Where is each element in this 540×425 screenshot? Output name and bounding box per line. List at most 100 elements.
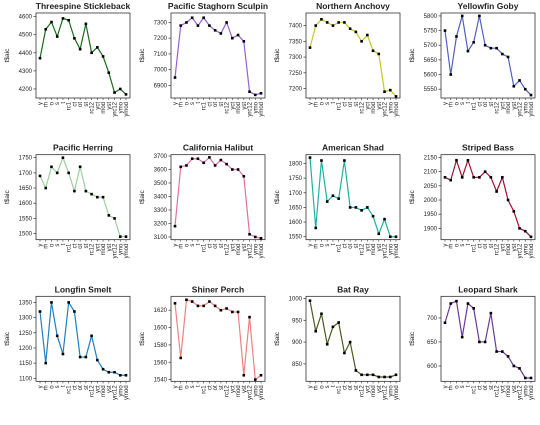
y-tick-label: 7400 bbox=[289, 24, 303, 30]
point-marker bbox=[231, 310, 234, 314]
point-marker bbox=[236, 168, 240, 171]
x-tick-label: o bbox=[184, 243, 190, 247]
point-marker bbox=[331, 194, 335, 198]
x-tick-label: st bbox=[489, 102, 495, 107]
x-tick-label: yrc12 bbox=[248, 243, 254, 258]
y-axis-label: t$aic bbox=[409, 190, 416, 204]
x-tick-label: rc12 bbox=[90, 243, 96, 255]
y-tick-label: 1560 bbox=[154, 360, 168, 366]
point-marker bbox=[383, 90, 386, 94]
x-tick-label: mod bbox=[101, 244, 107, 256]
x-tick-label: rc1 bbox=[337, 101, 343, 110]
point-marker bbox=[124, 93, 128, 96]
x-tick-label: st bbox=[354, 102, 360, 107]
point-marker bbox=[331, 24, 335, 27]
x-tick-label: mod bbox=[506, 102, 512, 114]
x-tick-label: o bbox=[49, 243, 55, 247]
y-tick-label: 1650 bbox=[19, 186, 33, 192]
x-tick-label: ct bbox=[72, 102, 78, 107]
x-tick-label: t bbox=[61, 102, 67, 104]
x-tick-label: rc12 bbox=[225, 101, 231, 113]
panel-title: Longfin Smelt bbox=[55, 284, 112, 294]
point-marker bbox=[377, 52, 381, 56]
point-marker bbox=[512, 364, 516, 368]
x-tick-label: y bbox=[38, 102, 44, 105]
x-tick-label: yct bbox=[230, 243, 236, 251]
x-tick-label: y bbox=[443, 385, 449, 388]
y-tick-label: 2000 bbox=[424, 198, 438, 204]
y-tick-label: 1000 bbox=[289, 297, 303, 303]
x-tick-label: o bbox=[49, 101, 55, 105]
x-tick-label: yct bbox=[365, 102, 371, 110]
y-tick-label: 1150 bbox=[19, 361, 33, 367]
y-tick-label: 1800 bbox=[289, 161, 303, 167]
x-tick-label: y bbox=[308, 244, 314, 247]
y-tick-label: 700 bbox=[427, 316, 438, 322]
y-tick-label: 1600 bbox=[154, 326, 168, 332]
x-tick-label: rc1 bbox=[67, 243, 73, 252]
x-tick-label: ymo bbox=[388, 243, 394, 255]
point-marker bbox=[394, 373, 398, 377]
plot-frame bbox=[170, 295, 266, 382]
point-marker bbox=[55, 334, 59, 338]
point-marker bbox=[173, 224, 177, 228]
point-marker bbox=[208, 300, 211, 303]
point-marker bbox=[38, 174, 42, 178]
x-tick-label: yst bbox=[107, 102, 113, 110]
series-line bbox=[39, 17, 127, 95]
point-marker bbox=[185, 164, 188, 167]
y-tick-label: 650 bbox=[427, 340, 438, 346]
point-marker bbox=[196, 304, 200, 308]
x-tick-label: ymo bbox=[523, 385, 529, 397]
panel-title: Northern Anchovy bbox=[316, 1, 390, 11]
x-tick-label: s bbox=[55, 244, 61, 247]
point-marker bbox=[90, 51, 93, 55]
series-line bbox=[39, 300, 126, 376]
x-tick-label: t bbox=[466, 102, 472, 104]
point-marker bbox=[185, 298, 188, 302]
point-marker bbox=[478, 14, 481, 18]
plot-frame bbox=[305, 295, 401, 382]
x-tick-label: t bbox=[196, 102, 202, 104]
point-marker bbox=[320, 312, 323, 316]
point-marker bbox=[124, 235, 128, 238]
x-tick-label: t bbox=[331, 243, 337, 245]
x-tick-label: ot bbox=[483, 243, 489, 248]
point-marker bbox=[354, 206, 358, 209]
panel: Pacific Herring 1500 1550 1600 1650 1700 1750 t… bbox=[4, 143, 131, 258]
x-tick-label: yct bbox=[500, 385, 506, 393]
x-tick-label: yst bbox=[512, 243, 518, 251]
x-tick-label: ot bbox=[348, 385, 354, 390]
point-marker bbox=[173, 301, 177, 305]
y-tick-label: 1550 bbox=[289, 235, 303, 241]
point-marker bbox=[308, 156, 312, 159]
y-tick-label: 4200 bbox=[19, 87, 33, 93]
point-marker bbox=[259, 91, 263, 95]
x-tick-label: ymo bbox=[523, 243, 529, 255]
x-tick-label: rc12 bbox=[225, 385, 231, 397]
point-marker bbox=[253, 235, 257, 239]
y-tick-label: 1550 bbox=[19, 216, 33, 222]
point-marker bbox=[523, 376, 527, 380]
y-tick-label: 5700 bbox=[424, 43, 438, 49]
x-tick-label: ot bbox=[348, 243, 354, 248]
y-tick-label: 7200 bbox=[289, 87, 303, 93]
x-tick-label: ct bbox=[477, 243, 483, 248]
point-marker bbox=[337, 321, 340, 324]
point-marker bbox=[38, 310, 42, 313]
x-tick-label: m bbox=[449, 244, 455, 249]
plot-frame bbox=[35, 12, 131, 99]
point-marker bbox=[78, 355, 82, 359]
point-marker bbox=[489, 46, 493, 50]
x-tick-label: yct bbox=[500, 102, 506, 110]
x-tick-label: rc12 bbox=[90, 385, 96, 397]
y-tick-label: 7300 bbox=[154, 20, 168, 26]
point-marker bbox=[219, 158, 223, 162]
x-tick-label: s bbox=[190, 102, 196, 105]
point-marker bbox=[124, 373, 128, 377]
point-marker bbox=[489, 176, 493, 179]
series-line bbox=[309, 300, 397, 378]
x-tick-label: mod bbox=[101, 102, 107, 114]
panel-title: Threespine Stickleback bbox=[36, 1, 131, 11]
